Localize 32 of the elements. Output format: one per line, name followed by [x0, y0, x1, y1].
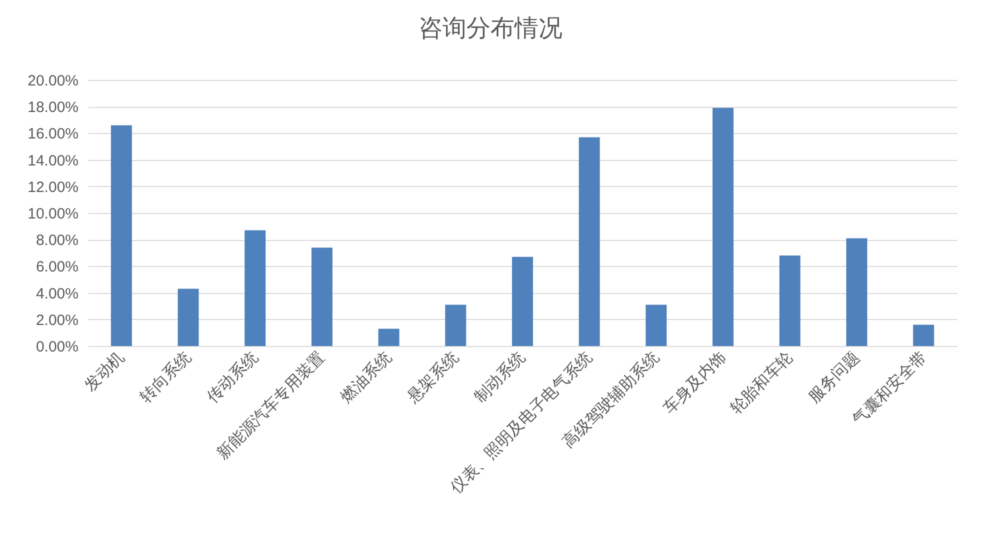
bar [311, 248, 332, 346]
bar [646, 304, 667, 346]
y-tick-label: 2.00% [36, 312, 78, 329]
bar [378, 328, 400, 346]
y-tick-label: 0.00% [36, 338, 78, 356]
x-tick-label: 制动系统 [470, 347, 529, 406]
y-tick-label: 16.00% [28, 126, 78, 143]
y-tick-label: 6.00% [36, 258, 78, 276]
x-tick-label: 服务问题 [804, 347, 864, 406]
x-tick-label: 传动系统 [202, 347, 262, 406]
bar [178, 288, 199, 346]
y-tick-label: 12.00% [28, 178, 78, 196]
y-tick-label: 10.00% [28, 206, 78, 222]
y-tick-label: 4.00% [36, 285, 78, 302]
chart-title: 咨询分布情况 [418, 14, 562, 42]
bar [244, 230, 266, 346]
y-tick-label: 20.00% [28, 72, 78, 90]
bar [779, 256, 800, 346]
bar [445, 304, 466, 346]
y-tick-label: 18.00% [28, 99, 78, 116]
x-tick-label: 燃油系统 [336, 347, 396, 406]
x-tick-label: 发动机 [80, 347, 128, 395]
bar [578, 137, 600, 346]
x-tick-label: 转向系统 [136, 347, 195, 406]
bar [913, 324, 934, 346]
x-tick-label: 悬架系统 [402, 347, 462, 407]
bar [512, 256, 533, 346]
y-tick-label: 8.00% [36, 232, 78, 250]
bar [110, 125, 132, 346]
bar [846, 238, 868, 346]
bar [712, 108, 734, 346]
y-tick-label: 14.00% [28, 152, 78, 170]
